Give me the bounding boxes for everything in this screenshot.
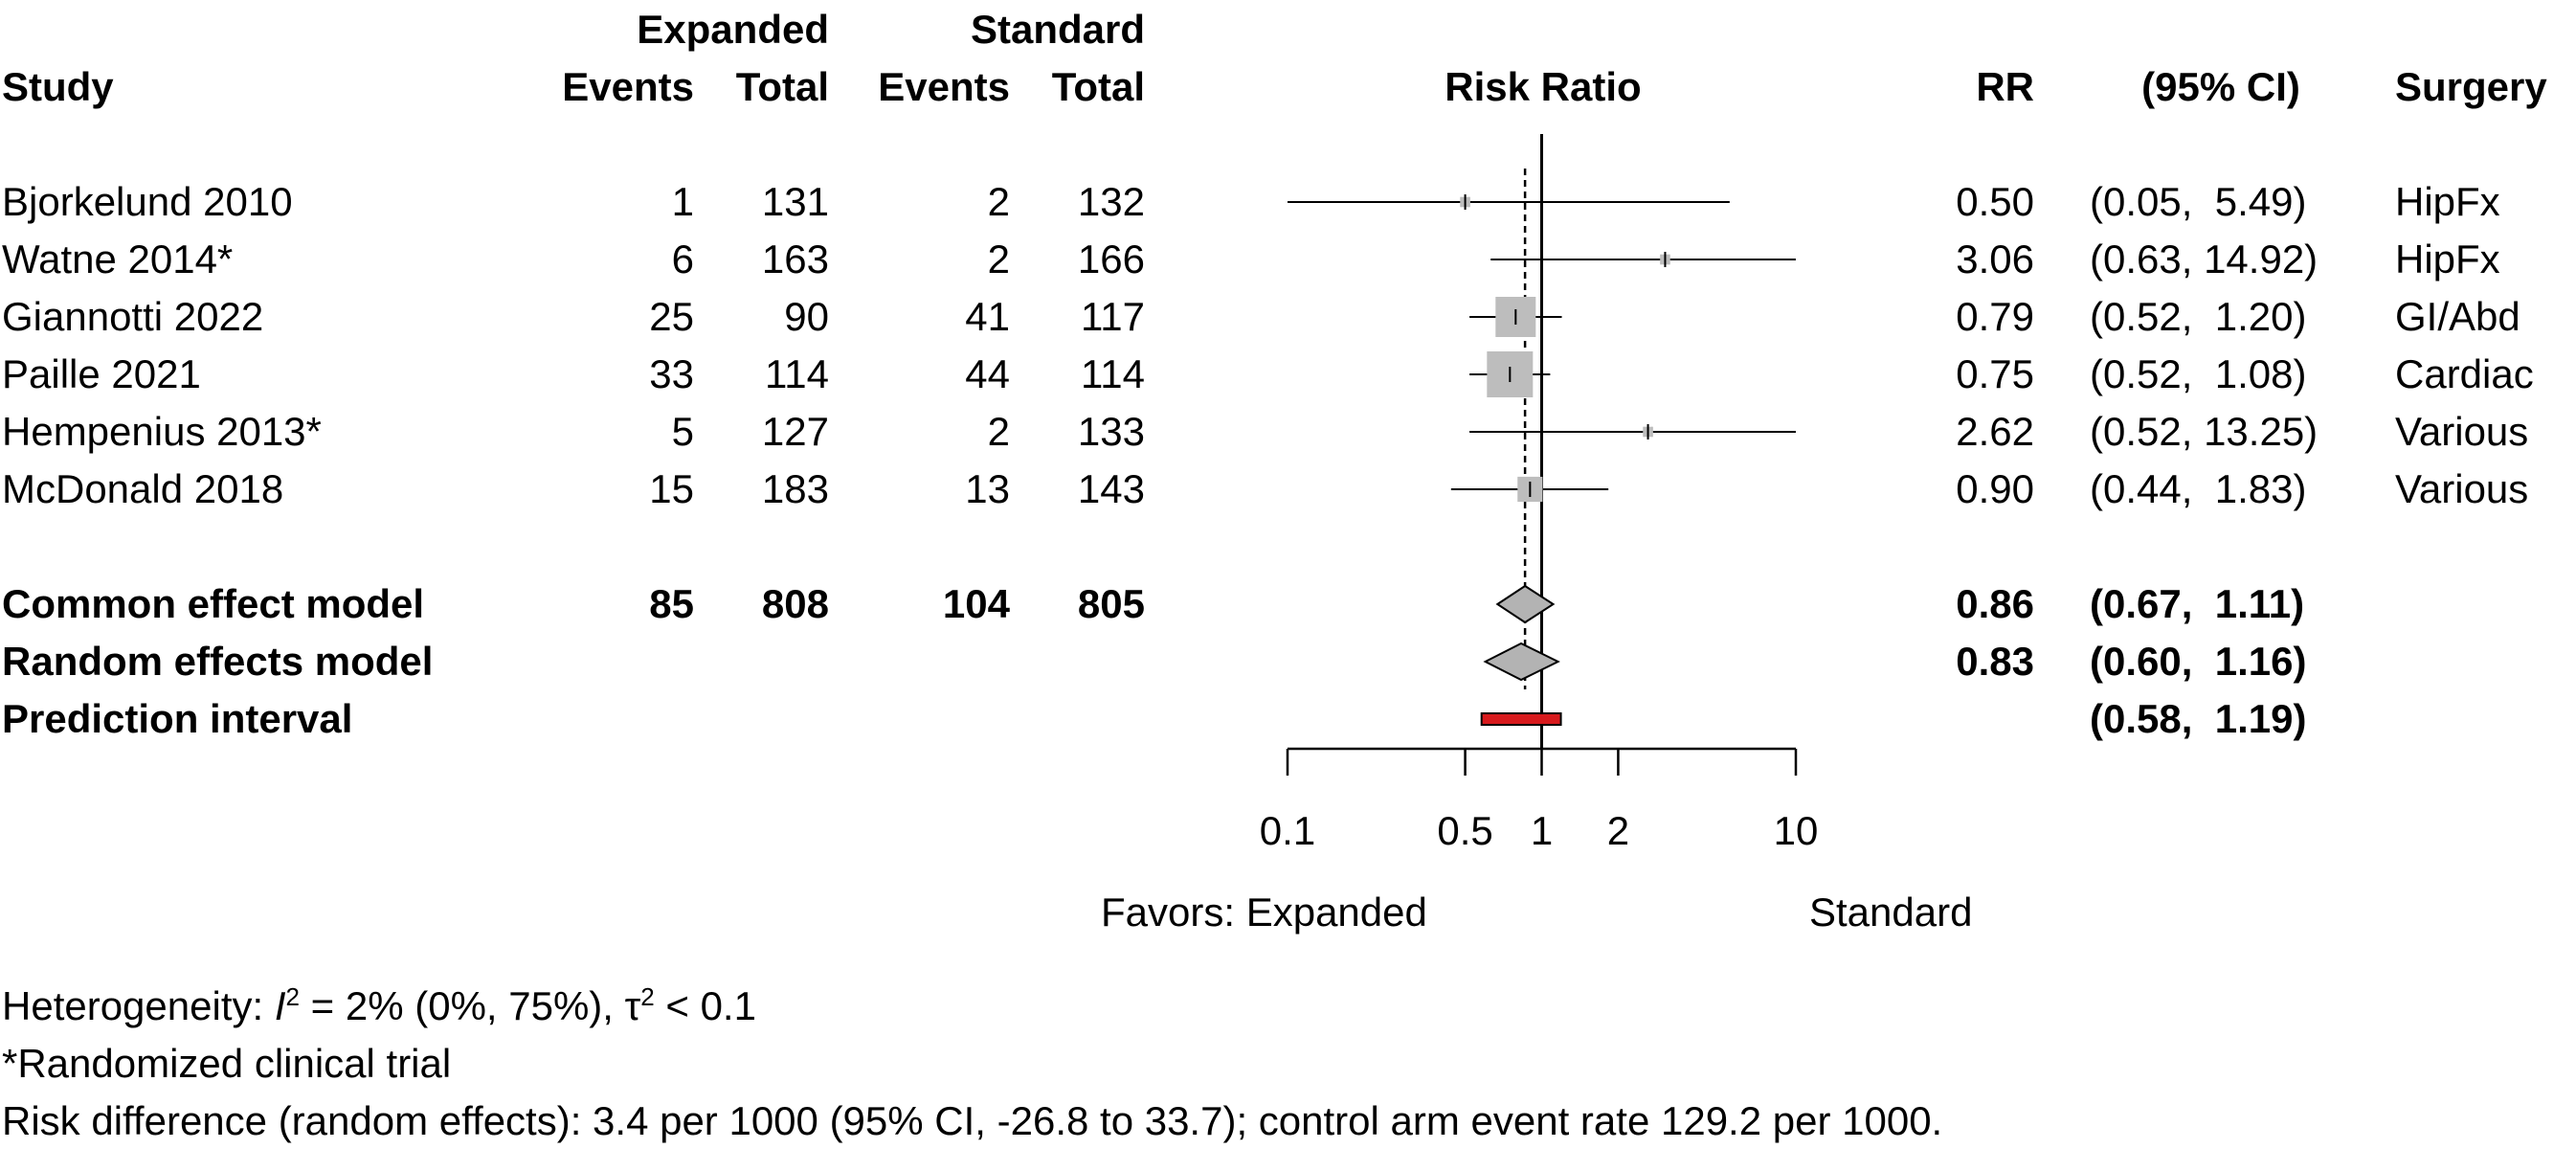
common-ci: (0.67, 1.11)	[2090, 581, 2305, 626]
risk-difference-note: Risk difference (random effects): 3.4 pe…	[2, 1098, 1943, 1143]
header-surgery: Surgery	[2395, 64, 2547, 109]
random-ci: (0.60, 1.16)	[2090, 639, 2307, 684]
standard-events: 2	[987, 237, 1010, 282]
study-surgery: HipFx	[2395, 237, 2500, 282]
study-surgery: Various	[2395, 466, 2529, 511]
common-expanded-total: 808	[761, 581, 829, 626]
study-surgery: Cardiac	[2395, 351, 2534, 396]
study-surgery: Various	[2395, 409, 2529, 454]
tau-superscript: 2	[640, 982, 655, 1011]
common-standard-events: 104	[942, 581, 1010, 626]
standard-events: 44	[965, 351, 1010, 396]
rct-footnote: *Randomized clinical trial	[2, 1041, 452, 1086]
expanded-events: 15	[649, 466, 694, 511]
header-expanded-total: Total	[735, 64, 829, 109]
tau-symbol: τ	[624, 983, 641, 1028]
header-rr: RR	[1976, 64, 2034, 109]
favors-standard-label: Standard	[1809, 890, 1973, 935]
expanded-total: 183	[761, 466, 829, 511]
study-name: McDonald 2018	[2, 466, 284, 511]
heterogeneity-note: Heterogeneity: I2 = 2% (0%, 75%), τ2 < 0…	[2, 982, 756, 1030]
expanded-events: 1	[671, 179, 694, 224]
study-name: Watne 2014*	[2, 237, 234, 282]
standard-events: 13	[965, 466, 1010, 511]
expanded-events: 6	[671, 237, 694, 282]
random-effects-diamond	[1483, 642, 1560, 682]
study-rr: 0.90	[1956, 466, 2034, 511]
common-standard-total: 805	[1077, 581, 1145, 626]
standard-events: 41	[965, 294, 1010, 339]
study-surgery: GI/Abd	[2395, 294, 2520, 339]
study-name: Giannotti 2022	[2, 294, 264, 339]
header-standard-events: Events	[878, 64, 1010, 109]
standard-total: 132	[1077, 179, 1145, 224]
i2-value: = 2% (0%, 75%),	[299, 983, 625, 1028]
expanded-total: 163	[761, 237, 829, 282]
study-ci: (0.63, 14.92)	[2090, 237, 2318, 282]
prediction-interval-label: Prediction interval	[2, 696, 353, 741]
study-ci: (0.52, 1.08)	[2090, 351, 2307, 396]
expanded-total: 90	[784, 294, 829, 339]
header-expanded-group: Expanded	[637, 7, 829, 52]
expanded-total: 127	[761, 409, 829, 454]
random-rr: 0.83	[1956, 639, 2034, 684]
header-study: Study	[2, 64, 114, 109]
common-rr: 0.86	[1956, 581, 2034, 626]
expanded-events: 25	[649, 294, 694, 339]
x-tick-label: 1	[1531, 808, 1553, 853]
standard-total: 133	[1077, 409, 1145, 454]
x-tick-label: 2	[1607, 808, 1629, 853]
heterogeneity-prefix: Heterogeneity:	[2, 983, 275, 1028]
standard-events: 2	[987, 179, 1010, 224]
study-surgery: HipFx	[2395, 179, 2500, 224]
study-name: Bjorkelund 2010	[2, 179, 293, 224]
study-rr: 0.79	[1956, 294, 2034, 339]
standard-total: 143	[1077, 466, 1145, 511]
prediction-ci: (0.58, 1.19)	[2090, 696, 2307, 741]
standard-total: 114	[1081, 351, 1145, 396]
header-expanded-events: Events	[562, 64, 694, 109]
x-tick-label: 0.5	[1437, 808, 1492, 853]
header-risk-ratio: Risk Ratio	[1445, 64, 1642, 109]
header-standard-group: Standard	[970, 7, 1145, 52]
x-tick-label: 0.1	[1260, 808, 1315, 853]
study-name: Hempenius 2013*	[2, 409, 322, 454]
i2-superscript: 2	[285, 982, 300, 1011]
study-ci: (0.05, 5.49)	[2090, 179, 2307, 224]
standard-total: 166	[1077, 237, 1145, 282]
study-rr: 2.62	[1956, 409, 2034, 454]
common-effect-diamond	[1495, 584, 1556, 624]
expanded-events: 33	[649, 351, 694, 396]
standard-total: 117	[1081, 294, 1145, 339]
header-standard-total: Total	[1051, 64, 1145, 109]
study-ci: (0.52, 13.25)	[2090, 409, 2318, 454]
common-effect-label: Common effect model	[2, 581, 425, 626]
common-expanded-events: 85	[649, 581, 694, 626]
study-rr: 0.75	[1956, 351, 2034, 396]
expanded-total: 131	[761, 179, 829, 224]
study-ci: (0.44, 1.83)	[2090, 466, 2307, 511]
tau-value: < 0.1	[654, 983, 756, 1028]
expanded-events: 5	[671, 409, 694, 454]
random-effects-label: Random effects model	[2, 639, 434, 684]
favors-expanded-label: Favors: Expanded	[1101, 890, 1427, 935]
study-ci: (0.52, 1.20)	[2090, 294, 2307, 339]
study-name: Paille 2021	[2, 351, 201, 396]
standard-events: 2	[987, 409, 1010, 454]
study-rr: 3.06	[1956, 237, 2034, 282]
study-rr: 0.50	[1956, 179, 2034, 224]
prediction-interval-bar	[1480, 712, 1562, 726]
expanded-total: 114	[765, 351, 829, 396]
header-ci: (95% CI)	[2141, 64, 2300, 109]
i2-symbol: I	[274, 983, 286, 1028]
x-tick-label: 10	[1774, 808, 1819, 853]
